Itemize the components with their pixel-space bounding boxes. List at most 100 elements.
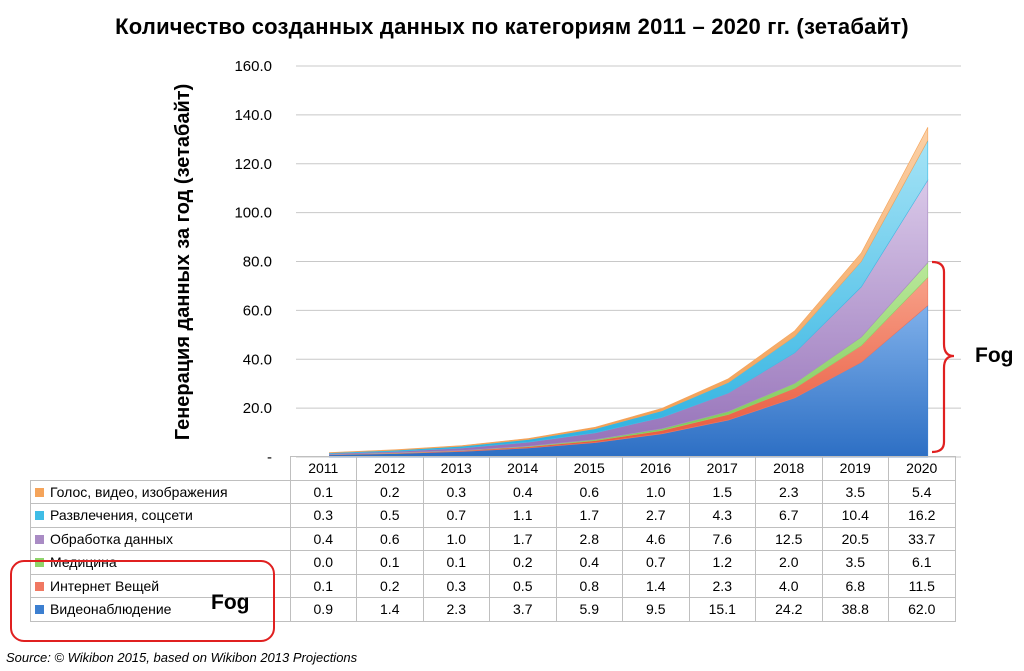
table-cell: 0.2 (489, 550, 557, 575)
table-cell: 5.4 (888, 479, 956, 504)
table-cell: 1.4 (356, 597, 424, 622)
table-cell: 0.3 (422, 573, 490, 598)
series-name: Интернет Вещей (50, 577, 160, 594)
fog-bracket (931, 260, 955, 454)
table-header-row: 2011 2012 2013 2014 2015 2016 2017 2018 2019 2020 (30, 456, 956, 481)
table-cell: 3.7 (489, 597, 557, 622)
table-year-header: 2018 (755, 456, 823, 481)
series-name: Развлечения, соцсети (50, 507, 193, 524)
table-cell: 0.7 (622, 550, 690, 575)
source-note: Source: © Wikibon 2015, based on Wikibon… (6, 650, 358, 665)
table-cell: 15.1 (688, 597, 756, 622)
table-cell: 7.6 (688, 526, 756, 551)
y-tick-label: 40.0 (243, 351, 272, 368)
table-cell: 0.1 (356, 550, 424, 575)
y-tick-label: 140.0 (234, 107, 272, 124)
fog-highlight-box (10, 560, 275, 642)
table-cell: 0.5 (356, 503, 424, 528)
y-tick-label: 80.0 (243, 254, 272, 271)
y-tick-label: 60.0 (243, 302, 272, 319)
table-cell: 2.0 (755, 550, 823, 575)
table-cell: 2.3 (422, 597, 490, 622)
table-cell: 1.7 (555, 503, 623, 528)
table-cell: 0.5 (489, 573, 557, 598)
table-cell: 24.2 (755, 597, 823, 622)
table-year-header: 2019 (821, 456, 889, 481)
table-year-header: 2011 (289, 456, 357, 481)
table-year-header: 2016 (622, 456, 690, 481)
series-label: Медицина (30, 550, 291, 575)
series-name: Видеонаблюдение (50, 601, 172, 618)
stacked-areas (329, 127, 929, 458)
table-cell: 5.9 (555, 597, 623, 622)
table-cell: 0.4 (489, 479, 557, 504)
table-cell: 4.0 (755, 573, 823, 598)
table-cell: 6.8 (821, 573, 889, 598)
table-cell: 6.1 (888, 550, 956, 575)
table-year-header: 2012 (356, 456, 424, 481)
table-cell: 9.5 (622, 597, 690, 622)
table-cell: 0.8 (555, 573, 623, 598)
chart-title: Количество созданных данных по категория… (115, 14, 909, 39)
table-year-header: 2015 (555, 456, 623, 481)
table-cell: 3.5 (821, 479, 889, 504)
table-cell: 0.4 (555, 550, 623, 575)
table-cell: 0.2 (356, 479, 424, 504)
table-cell: 3.5 (821, 550, 889, 575)
table-row: Обработка данных 0.4 0.6 1.0 1.7 2.8 4.6 7.6 12.… (30, 526, 956, 551)
table-cell: 0.6 (555, 479, 623, 504)
legend-swatch (35, 487, 44, 497)
table-cell: 0.7 (422, 503, 490, 528)
table-cell: 12.5 (755, 526, 823, 551)
table-cell: 0.2 (356, 573, 424, 598)
table-year-header: 2017 (688, 456, 756, 481)
legend-swatch (35, 581, 44, 591)
table-year-header: 2020 (888, 456, 956, 481)
table-cell: 38.8 (821, 597, 889, 622)
table-cell: 33.7 (888, 526, 956, 551)
table-cell: 0.0 (289, 550, 357, 575)
table-cell: 2.8 (555, 526, 623, 551)
table-cell: 2.3 (688, 573, 756, 598)
table-cell: 1.5 (688, 479, 756, 504)
data-table: 2011 2012 2013 2014 2015 2016 2017 2018 2019 2020… (30, 456, 956, 622)
table-cell: 11.5 (888, 573, 956, 598)
y-tick-label: 160.0 (234, 58, 272, 75)
table-cell: 4.3 (688, 503, 756, 528)
table-cell: 1.7 (489, 526, 557, 551)
table-cell: 1.2 (688, 550, 756, 575)
legend-swatch (35, 605, 44, 615)
table-cell: 2.3 (755, 479, 823, 504)
table-row: Развлечения, соцсети 0.3 0.5 0.7 1.1 1.7 2.7 4.… (30, 503, 956, 528)
series-label: Голос, видео, изображения (30, 479, 291, 504)
table-row: Медицина 0.0 0.1 0.1 0.2 0.4 0.7 1.2 2.0 3.5 6.1 (30, 550, 956, 575)
series-label: Интернет Вещей (30, 573, 291, 598)
table-cell: 1.4 (622, 573, 690, 598)
table-cell: 0.3 (422, 479, 490, 504)
table-cell: 62.0 (888, 597, 956, 622)
y-axis-label: Генерация данных за год (зетабайт) (172, 84, 194, 441)
table-cell: 0.4 (289, 526, 357, 551)
fog-box-label: Fog (211, 591, 250, 614)
legend-swatch (35, 511, 44, 521)
table-cell: 0.1 (422, 550, 490, 575)
legend-swatch (35, 534, 44, 544)
table-cell: 16.2 (888, 503, 956, 528)
area-series (329, 127, 929, 454)
y-tick-label: 120.0 (234, 156, 272, 173)
table-cell: 0.1 (289, 479, 357, 504)
table-cell: 0.6 (356, 526, 424, 551)
series-name: Обработка данных (50, 530, 173, 547)
fog-bracket-label: Fog (975, 344, 1014, 367)
table-cell: 6.7 (755, 503, 823, 528)
series-name: Медицина (50, 554, 117, 571)
table-cell: 0.3 (289, 503, 357, 528)
table-corner (30, 456, 291, 481)
series-label: Развлечения, соцсети (30, 503, 291, 528)
table-cell: 20.5 (821, 526, 889, 551)
y-tick-label: 20.0 (243, 400, 272, 417)
table-row: Видеонаблюдение 0.9 1.4 2.3 3.7 5.9 9.5 15.1 24.… (30, 597, 956, 622)
table-cell: 0.1 (289, 573, 357, 598)
